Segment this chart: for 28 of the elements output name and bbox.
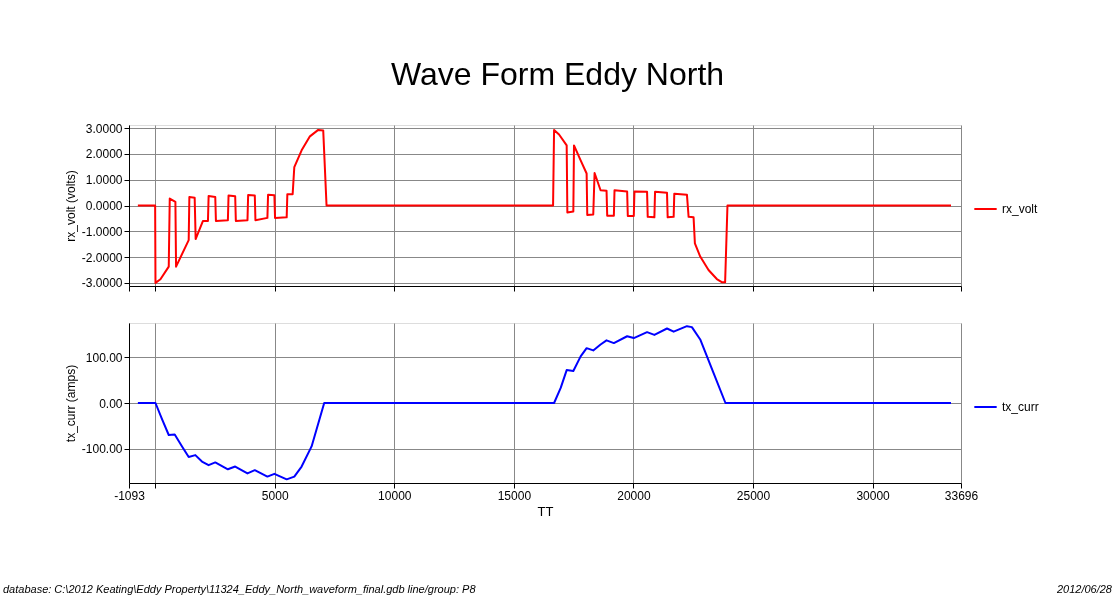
y-tick-label: 0.00 [99,396,123,411]
x-tick-label: 30000 [856,488,891,503]
x-tick-label: 33696 [944,488,979,503]
y-tick-label: 3.0000 [85,121,123,136]
line-series [136,325,952,481]
x-tick-label: 5000 [261,488,289,503]
y-axis-title: tx_curr (amps) [63,364,78,443]
y-tick-label: -2.0000 [81,250,123,265]
chart-title: Wave Form Eddy North [390,55,725,92]
x-tick-label: -1093 [114,488,146,503]
y-tick-label: 0.0000 [85,199,123,213]
y-tick-label: -1.0000 [81,224,123,239]
line-series [136,128,952,284]
y-tick-label: -100.00 [81,442,123,457]
y-tick-label: -3.0000 [81,276,123,291]
legend-label: rx_volt [1002,202,1039,216]
text: 2012/06/28 [1055,583,1113,595]
x-tick-label: 25000 [736,488,771,503]
x-tick-label: 15000 [497,488,532,503]
y-axis-title: rx_volt (volts) [63,170,78,242]
y-tick-label: 2.0000 [85,147,123,162]
y-tick-label: 1.0000 [85,173,123,188]
legend-label: tx_curr [1002,400,1039,414]
text: database: C:\2012 Keating\Eddy Property\11324_Eddy_North_waveform_final.gdb line/group: P8 [3,583,477,595]
x-tick-label: 10000 [378,488,412,503]
y-tick-label: 100.00 [85,350,123,365]
x-tick-label: 20000 [617,488,651,503]
x-axis-title: TT [537,503,554,519]
